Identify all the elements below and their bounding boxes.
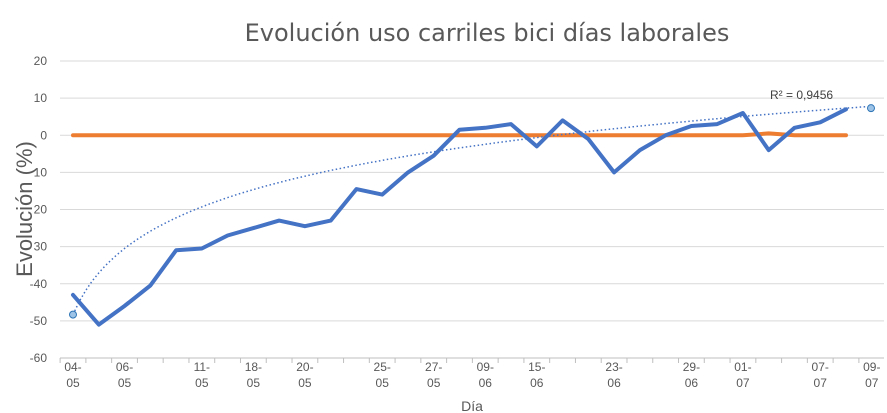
x-tick-label-line1: 25- — [374, 360, 391, 374]
y-tick-label: 10 — [34, 165, 48, 179]
x-tick-label-line2: 05 — [247, 376, 261, 390]
y-tick-label: 0 — [40, 128, 47, 142]
x-tick-label-line1: 11- — [194, 360, 210, 374]
y-tick-label: 10 — [34, 91, 48, 105]
x-tick-label: 15-06 — [528, 360, 545, 390]
r-squared-label: R² = 0,9456 — [770, 88, 833, 102]
x-tick-label-line1: 07- — [812, 360, 829, 374]
x-tick-label: 23-06 — [605, 360, 622, 390]
x-tick-label-line2: 06 — [685, 376, 699, 390]
y-tick-label: -50 — [30, 314, 48, 328]
x-tick-label-line2: 07 — [865, 376, 879, 390]
x-tick-label-line1: 09- — [863, 360, 880, 374]
x-tick-label-line1: 18- — [245, 360, 262, 374]
y-axis-ticks: 20 10 0 10 20 30 -40 -50 -60 — [30, 54, 48, 365]
x-tick-label-line2: 06 — [607, 376, 621, 390]
x-tick-label-line1: 09- — [477, 360, 494, 374]
x-tick-label-line2: 05 — [298, 376, 312, 390]
x-tick-label: 18-05 — [245, 360, 262, 390]
y-tick-label: 20 — [34, 203, 48, 217]
y-tick-label: -60 — [30, 351, 48, 365]
trendline-start-point — [69, 310, 77, 319]
chart-title: Evolución uso carriles bici días laboral… — [245, 19, 730, 47]
x-tick-label: 09-06 — [477, 360, 494, 390]
x-tick-label-line1: 27- — [425, 360, 442, 374]
x-tick-label-line1: 20- — [296, 360, 313, 374]
gridlines — [60, 60, 884, 359]
y-axis-title: Evolución (%) — [12, 141, 37, 277]
x-tick-label: 07-07 — [812, 360, 829, 390]
x-tick-label-line2: 05 — [376, 376, 390, 390]
trendline-path — [72, 105, 872, 315]
x-tick-label-line1: 23- — [605, 360, 622, 374]
x-tick-label-line2: 07 — [736, 376, 750, 390]
x-tick-label-line1: 01- — [734, 360, 751, 374]
x-tick-label: 27-05 — [425, 360, 442, 390]
series-2-line — [71, 131, 848, 138]
x-tick-label-line2: 05 — [118, 376, 132, 390]
y-tick-label: 30 — [34, 240, 48, 254]
x-tick-label-line1: 15- — [528, 360, 545, 374]
series-lines — [71, 107, 848, 327]
x-tick-label-line2: 05 — [427, 376, 441, 390]
y-tick-label: -40 — [30, 277, 48, 291]
x-tick-label: 06-05 — [116, 360, 133, 390]
x-tick-label: 20-05 — [296, 360, 313, 390]
trendline — [69, 104, 875, 319]
y-tick-label: 20 — [34, 54, 48, 68]
x-tick-label: 25-05 — [374, 360, 391, 390]
series-1-line — [71, 107, 848, 327]
x-tick-label-line2: 07 — [814, 376, 828, 390]
trendline-end-point — [867, 104, 875, 113]
x-tick-label: 29-06 — [683, 360, 700, 390]
x-axis-ticks: 04-0506-0511-0518-0520-0525-0527-0509-06… — [64, 360, 880, 390]
x-axis-title: Día — [461, 398, 483, 413]
x-tick-label-line2: 05 — [66, 376, 80, 390]
x-tick-label: 04-05 — [64, 360, 81, 390]
x-tick-label: 09-07 — [863, 360, 880, 390]
x-tick-label-line2: 06 — [530, 376, 544, 390]
x-tick-label: 01-07 — [734, 360, 751, 390]
x-tick-label-line1: 06- — [116, 360, 133, 374]
x-tick-label-line2: 05 — [195, 376, 209, 390]
x-tick-label-line1: 04- — [64, 360, 81, 374]
x-tick-label-line2: 06 — [479, 376, 493, 390]
x-tick-label: 11-05 — [194, 360, 210, 390]
x-axis — [59, 357, 884, 363]
x-tick-label-line1: 29- — [683, 360, 700, 374]
